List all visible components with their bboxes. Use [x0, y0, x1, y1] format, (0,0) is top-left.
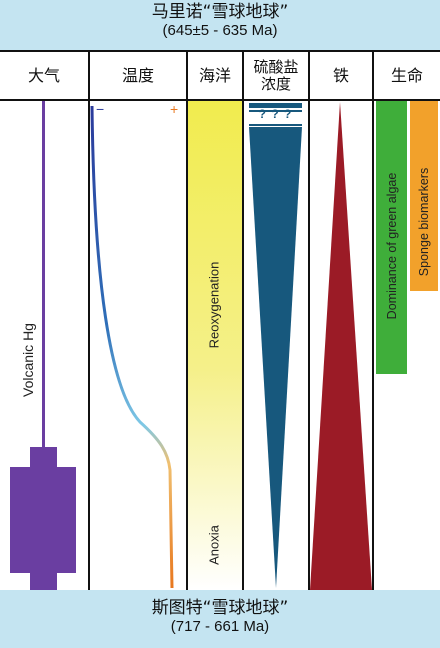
column-divider	[308, 52, 310, 590]
sulfate-question-marks: ? ? ?	[258, 107, 293, 121]
temperature-plus-label: +	[170, 101, 179, 117]
volcanic-hg-neck	[30, 447, 57, 467]
sturtian-title: 斯图特“雪球地球”	[151, 598, 289, 618]
header-atmosphere: 大气	[27, 65, 60, 85]
sulfate-top-bar	[249, 103, 302, 108]
volcanic-hg-label: Volcanic Hg	[20, 323, 36, 397]
column-divider	[186, 52, 188, 590]
column-divider	[242, 52, 244, 590]
sulfate-second-bar	[249, 110, 302, 112]
marinoan-snowball-band: 马里诺“雪球地球” (645±5 - 635 Ma)	[0, 0, 440, 50]
iron-wedge	[310, 102, 372, 590]
reoxygenation-label: Reoxygenation	[206, 261, 222, 349]
header-sulfate: 硫酸盐 浓度	[244, 52, 308, 99]
green-algae-bar	[376, 101, 407, 374]
header-sulfate-line1: 硫酸盐	[253, 57, 299, 76]
sturtian-age: (717 - 661 Ma)	[170, 618, 270, 635]
green-algae-label: Dominance of green algae	[385, 172, 399, 320]
anoxia-label: Anoxia	[206, 525, 222, 565]
column-divider	[372, 52, 374, 590]
temperature-minus-label: −	[96, 101, 105, 117]
marinoan-title: 马里诺“雪球地球”	[151, 2, 289, 22]
column-divider	[88, 52, 90, 590]
volcanic-hg-line	[42, 101, 45, 447]
ocean-reoxygenation-fill	[188, 101, 242, 590]
header-bottom-border	[0, 99, 440, 101]
header-life: 生命	[390, 65, 423, 85]
header-top-border	[0, 50, 440, 52]
header-iron: 铁	[332, 65, 349, 85]
sponge-biomarkers-label: Sponge biomarkers	[417, 167, 431, 277]
header-ocean: 海洋	[198, 65, 231, 85]
marinoan-age: (645±5 - 635 Ma)	[162, 22, 278, 39]
sulfate-third-bar	[249, 124, 302, 126]
header-sulfate-line2: 浓度	[260, 74, 291, 93]
volcanic-hg-base	[30, 573, 57, 590]
sulfate-wedge	[249, 127, 302, 588]
sponge-biomarkers-bar	[410, 101, 438, 291]
volcanic-hg-body	[10, 467, 76, 573]
header-temperature: 温度	[121, 65, 154, 85]
sturtian-snowball-band: 斯图特“雪球地球” (717 - 661 Ma)	[0, 590, 440, 648]
temperature-curve	[90, 105, 174, 589]
